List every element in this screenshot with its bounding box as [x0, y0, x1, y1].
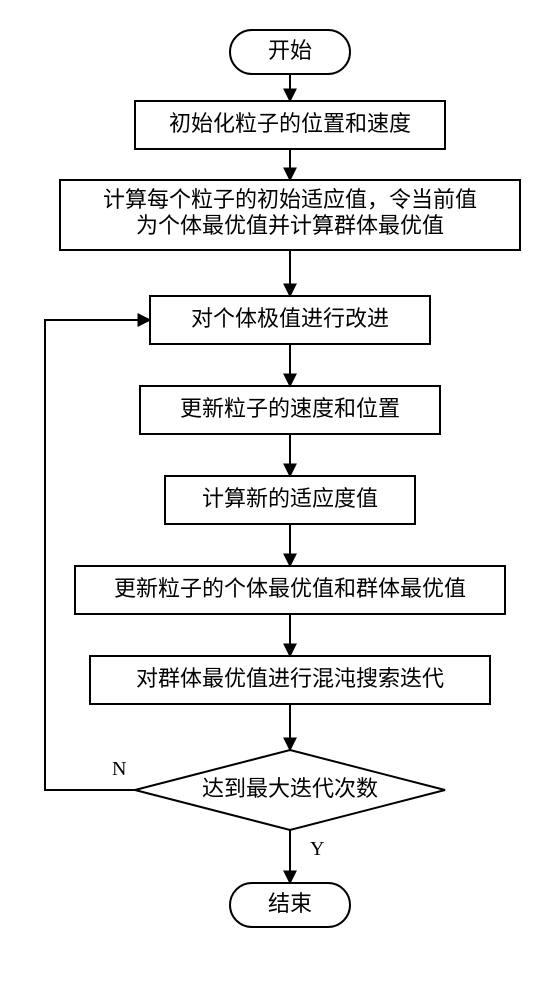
edge-loop	[45, 320, 150, 790]
node-fitness: 计算每个粒子的初始适应值，令当前值为个体最优值并计算群体最优值	[60, 180, 520, 250]
node-dec-label: 达到最大迭代次数	[202, 776, 378, 801]
node-init: 初始化粒子的位置和速度	[135, 101, 445, 149]
node-update: 更新粒子的速度和位置	[140, 386, 440, 434]
flowchart-svg: 开始初始化粒子的位置和速度计算每个粒子的初始适应值，令当前值为个体最优值并计算群…	[0, 0, 550, 1000]
edge-label-N: N	[112, 758, 126, 780]
node-init-label: 初始化粒子的位置和速度	[169, 111, 411, 136]
node-start: 开始	[230, 30, 350, 74]
node-end: 结束	[230, 883, 350, 927]
node-improve: 对个体极值进行改进	[150, 296, 430, 344]
node-upbest-label: 更新粒子的个体最优值和群体最优值	[114, 576, 466, 601]
node-upbest: 更新粒子的个体最优值和群体最优值	[75, 566, 505, 614]
node-end-label: 结束	[268, 891, 312, 916]
node-improve-label: 对个体极值进行改进	[191, 306, 389, 331]
node-dec: 达到最大迭代次数	[135, 750, 445, 830]
node-chaos: 对群体最优值进行混沌搜索迭代	[90, 656, 490, 704]
node-start-label: 开始	[268, 38, 312, 63]
node-newfit: 计算新的适应度值	[165, 476, 415, 524]
node-newfit-label: 计算新的适应度值	[202, 486, 378, 511]
node-fitness-line1: 为个体最优值并计算群体最优值	[136, 213, 444, 238]
edge-label-Y: Y	[310, 838, 324, 860]
node-chaos-label: 对群体最优值进行混沌搜索迭代	[136, 666, 444, 691]
node-fitness-line0: 计算每个粒子的初始适应值，令当前值	[103, 187, 477, 212]
node-update-label: 更新粒子的速度和位置	[180, 396, 400, 421]
